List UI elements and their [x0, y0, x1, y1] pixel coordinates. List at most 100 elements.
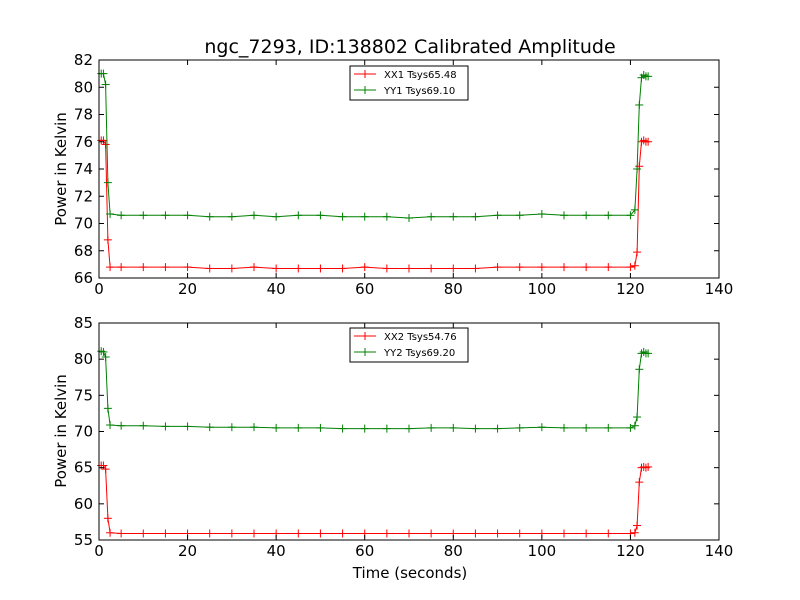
x-tick-label: 60 [355, 542, 374, 560]
x-tick-label: 80 [444, 542, 463, 560]
data-point [560, 211, 568, 220]
data-point [139, 263, 148, 272]
data-point [515, 529, 524, 538]
data-point [644, 462, 653, 471]
data-point [338, 212, 347, 221]
y-tick-label: 85 [74, 314, 93, 332]
data-point [101, 465, 110, 474]
data-point [117, 263, 126, 272]
data-point [161, 422, 170, 431]
data-point [604, 263, 613, 272]
data-point [493, 529, 502, 538]
data-point [99, 461, 108, 470]
data-point [183, 263, 192, 272]
data-point [644, 137, 653, 146]
data-point [382, 424, 391, 433]
data-point [635, 365, 644, 374]
data-point [250, 263, 258, 272]
data-point [633, 165, 642, 173]
data-point [272, 212, 281, 221]
x-tick-label: 20 [178, 280, 197, 298]
data-point [582, 211, 591, 220]
data-point [205, 264, 214, 273]
y-tick-label: 75 [74, 386, 93, 404]
data-point [227, 529, 236, 538]
data-point [427, 529, 436, 538]
data-point [630, 528, 639, 537]
data-point [560, 423, 568, 432]
data-point [493, 211, 502, 220]
data-point [205, 423, 214, 432]
data-point [250, 423, 258, 432]
subplot-bottom: Power in Kelvin XX2 Tsys54.76 YY2 Tsys69.… [52, 314, 733, 560]
data-point [537, 263, 546, 272]
data-point [360, 263, 369, 272]
x-tick-label: 40 [267, 280, 286, 298]
x-axis-label: Time (seconds) [352, 564, 468, 582]
data-point [560, 263, 568, 272]
data-point [537, 209, 546, 218]
data-point [449, 423, 458, 432]
data-point [161, 263, 170, 272]
data-point [250, 211, 258, 220]
data-point [99, 69, 108, 78]
data-point [316, 423, 325, 432]
data-point [471, 529, 480, 538]
data-point [604, 211, 613, 220]
legend-entry: YY2 Tsys69.20 [354, 348, 455, 359]
data-point [103, 514, 112, 523]
data-point [515, 423, 524, 432]
data-point [117, 529, 126, 538]
data-point [471, 424, 480, 433]
data-point [316, 264, 325, 273]
data-point [227, 423, 236, 432]
data-point [644, 72, 653, 81]
y-tick-label: 80 [74, 350, 93, 368]
data-point [449, 264, 458, 273]
legend-label: XX1 Tsys65.48 [384, 70, 457, 81]
y-tick-label: 70 [74, 423, 93, 441]
data-point [560, 529, 568, 538]
x-tick-label: 140 [705, 542, 734, 560]
data-point [294, 264, 303, 273]
subplot-top: Power in Kelvin XX1 Tsys65.48 YY1 Tsys69.… [52, 51, 733, 298]
y-axis-label-top: Power in Kelvin [52, 112, 70, 226]
data-point [626, 423, 635, 432]
data-point [360, 424, 369, 433]
data-point [205, 529, 214, 538]
data-point [294, 423, 303, 432]
data-point [582, 529, 591, 538]
data-point [633, 248, 642, 257]
x-tick-label: 40 [267, 542, 286, 560]
data-point [635, 100, 644, 109]
chart-title: ngc_7293, ID:138802 Calibrated Amplitude [204, 36, 615, 58]
data-point [294, 529, 303, 538]
legend-label: XX2 Tsys54.76 [384, 332, 457, 343]
data-point [338, 264, 347, 273]
data-point [644, 349, 653, 358]
data-point [471, 264, 480, 273]
data-point [630, 205, 639, 214]
legend-entry: XX1 Tsys65.48 [354, 70, 457, 81]
y-tick-label: 72 [74, 187, 93, 205]
y-tick-label: 55 [74, 531, 93, 549]
data-point [316, 211, 325, 220]
data-point [630, 421, 639, 430]
data-point [183, 422, 192, 431]
data-point [493, 424, 502, 433]
legend-entry: XX2 Tsys54.76 [354, 332, 457, 343]
data-point [633, 413, 642, 422]
x-tick-label: 140 [705, 280, 734, 298]
data-point [294, 211, 303, 220]
data-point [272, 423, 281, 432]
data-point [117, 211, 126, 220]
x-tick-label: 80 [444, 280, 463, 298]
data-point [641, 463, 650, 472]
data-point [338, 424, 347, 433]
data-point [161, 211, 170, 220]
data-point [427, 264, 436, 273]
series-line [101, 465, 649, 534]
data-point [183, 211, 192, 220]
y-tick-label: 78 [74, 106, 93, 124]
data-point [106, 528, 115, 537]
